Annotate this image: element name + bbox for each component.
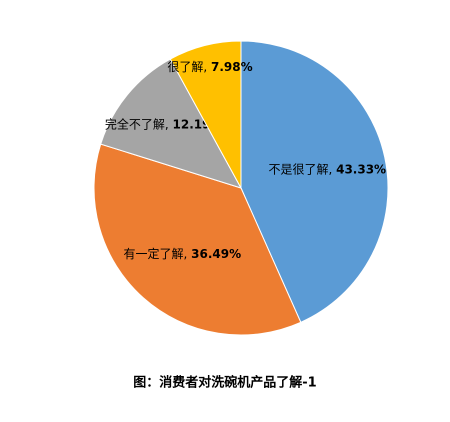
pie-slice: [100, 58, 243, 189]
chart-title: 图：消费者对洗碗机产品了解-1: [133, 375, 316, 391]
label-category: 完全不了解: [105, 116, 165, 131]
label-separator: ,: [328, 162, 336, 176]
label-category: 很了解: [167, 59, 203, 73]
pie-slice: [169, 40, 242, 189]
pie-slice: [240, 40, 389, 323]
data-label: 很了解, 7.98%: [167, 59, 252, 73]
pie-slice: [93, 143, 302, 336]
data-label: 有一定了解, 36.49%: [124, 245, 242, 260]
label-category: 不是很了解: [268, 162, 328, 176]
label-value: 43.33%: [336, 162, 386, 176]
label-separator: ,: [184, 246, 192, 260]
label-separator: ,: [165, 117, 173, 131]
label-value: 36.49%: [191, 246, 241, 260]
label-category: 有一定了解: [124, 245, 184, 260]
label-value: 7.98%: [211, 59, 253, 73]
data-label: 不是很了解, 43.33%: [268, 162, 386, 176]
label-separator: ,: [203, 59, 211, 73]
